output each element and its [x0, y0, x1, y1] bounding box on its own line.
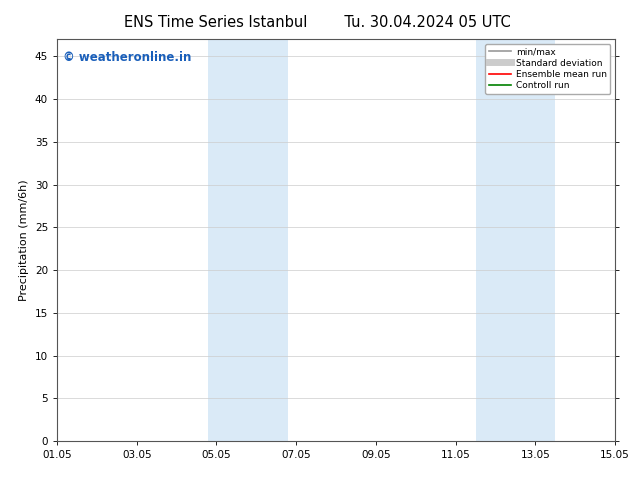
Bar	[209, 39, 288, 441]
Bar	[476, 39, 555, 441]
Text: ENS Time Series Istanbul        Tu. 30.04.2024 05 UTC: ENS Time Series Istanbul Tu. 30.04.2024 …	[124, 15, 510, 30]
Text: © weatheronline.in: © weatheronline.in	[63, 51, 191, 64]
Y-axis label: Precipitation (mm/6h): Precipitation (mm/6h)	[19, 179, 29, 301]
Legend: min/max, Standard deviation, Ensemble mean run, Controll run: min/max, Standard deviation, Ensemble me…	[485, 44, 611, 94]
